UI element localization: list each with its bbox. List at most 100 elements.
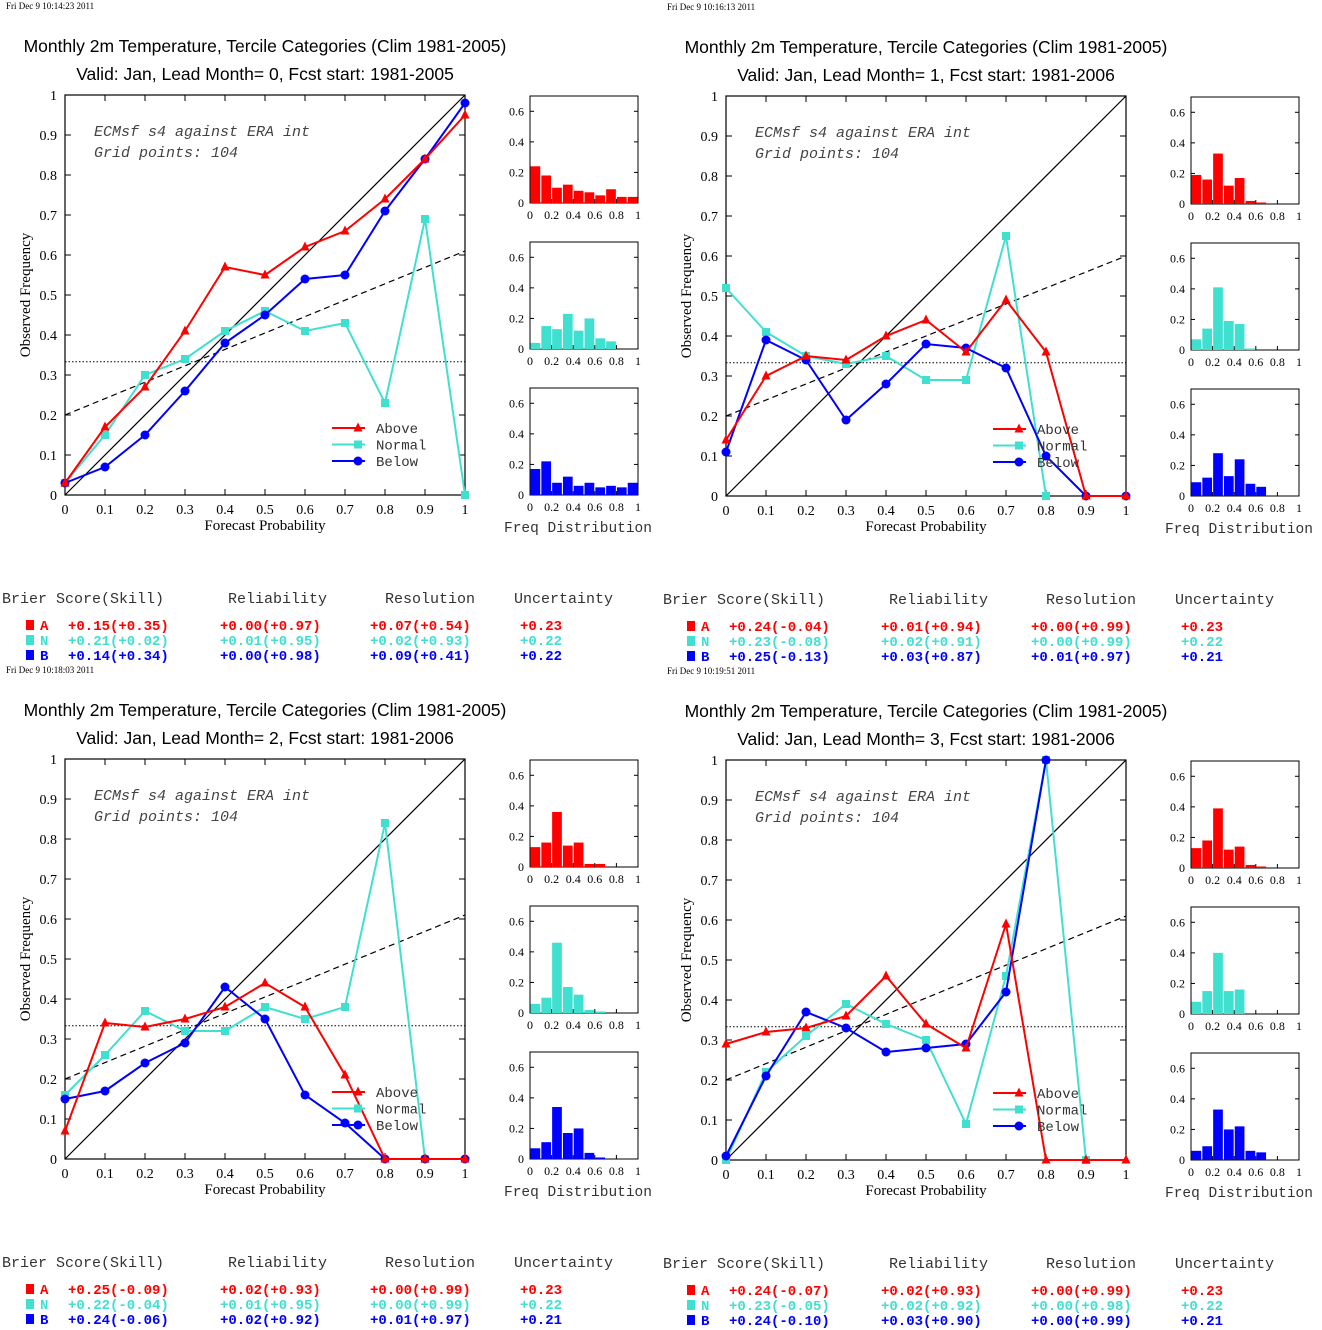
data-point-triangle <box>961 1042 971 1052</box>
x-tick-label: 0.6 <box>296 503 314 518</box>
hist-x-tick-label: 0.8 <box>609 1164 624 1178</box>
hist-x-tick-label: 0.4 <box>566 500 581 514</box>
timestamp: Fri Dec 9 10:14:23 2011 <box>6 1 94 11</box>
x-tick-label: 0.9 <box>1077 504 1095 519</box>
data-point-square <box>802 1032 810 1040</box>
score-value: +0.02(+0.93) <box>881 1284 982 1300</box>
data-point-circle <box>380 206 390 216</box>
score-swatch <box>26 1284 34 1294</box>
hist-x-tick-label: 0 <box>1188 1165 1194 1179</box>
score-value: +0.00(+0.99) <box>370 1298 471 1314</box>
data-point-triangle <box>60 477 70 487</box>
data-point-triangle <box>140 1021 150 1031</box>
data-point-square <box>261 1003 269 1011</box>
hist-y-tick-label: 0.6 <box>509 768 524 782</box>
legend-label: Normal <box>376 1103 426 1119</box>
score-value: +0.23 <box>520 1283 562 1299</box>
x-tick-label: 0.9 <box>416 1167 434 1182</box>
x-tick-label: 0 <box>62 503 69 518</box>
histogram-bar <box>1191 174 1202 204</box>
hist-x-tick-label: 0.2 <box>544 354 559 368</box>
x-axis-label: Forecast Probability <box>204 1182 326 1198</box>
data-point-triangle <box>1081 1154 1091 1164</box>
hist-x-tick-label: 0.4 <box>1227 873 1242 887</box>
histogram-bar <box>627 196 638 203</box>
score-value: +0.00(+0.99) <box>1031 635 1132 651</box>
x-tick-label: 0.4 <box>216 503 234 518</box>
hist-x-tick-label: 0.8 <box>609 872 624 886</box>
reliability-panel: Fri Dec 9 10:18:03 2011 Monthly 2m Temper… <box>2 665 652 1329</box>
histogram-bar <box>595 487 606 495</box>
hist-y-tick-label: 0 <box>518 488 524 502</box>
score-header: Uncertainty <box>514 591 613 608</box>
score-value: +0.14(+0.34) <box>68 649 169 665</box>
freq-distribution: 0 0.2 0.4 0.6 0 0.2 0.4 0.6 0.8 1 0 0.2 0.4 0.6 0 0.2 0.… <box>1165 96 1313 538</box>
data-point-circle <box>761 1071 771 1081</box>
data-point-triangle <box>380 1153 390 1163</box>
histogram-bar <box>1223 1129 1234 1160</box>
data-point-square <box>922 1036 930 1044</box>
legend-label: Above <box>1037 423 1079 439</box>
y-tick-label: 1 <box>50 753 57 768</box>
reliability-panel: Fri Dec 9 10:19:51 2011 Monthly 2m Temper… <box>663 666 1313 1330</box>
histogram-bar <box>562 987 573 1013</box>
hist-x-tick-label: 0.2 <box>544 872 559 886</box>
score-code: N <box>701 635 709 651</box>
histogram-bar <box>573 994 584 1013</box>
x-tick-label: 0 <box>62 1167 69 1182</box>
hist-x-tick-label: 0.2 <box>1205 1165 1220 1179</box>
score-header: Brier Score(Skill) <box>663 1256 825 1273</box>
timestamp: Fri Dec 9 10:19:51 2011 <box>667 666 755 676</box>
score-value: +0.01(+0.95) <box>220 1298 321 1314</box>
score-value: +0.22(-0.04) <box>68 1298 169 1314</box>
series-line <box>64 822 426 1160</box>
y-tick-label: 0.3 <box>701 370 719 385</box>
score-value: +0.03(+0.90) <box>881 1314 982 1330</box>
score-value: +0.01(+0.97) <box>370 1313 471 1329</box>
legend-label: Above <box>1037 1087 1079 1103</box>
data-point-square <box>882 1020 890 1028</box>
hist-x-tick-label: 0.2 <box>1205 1019 1220 1033</box>
score-swatch <box>687 1315 695 1325</box>
hist-y-tick-label: 0.6 <box>1170 1061 1185 1075</box>
histogram-bar <box>584 1009 595 1013</box>
score-value: +0.24(-0.06) <box>68 1313 169 1329</box>
data-point-circle <box>260 1014 270 1024</box>
hist-y-tick-label: 0.6 <box>1170 915 1185 929</box>
hist-y-tick-label: 0.2 <box>509 1121 524 1135</box>
data-point-triangle <box>100 1017 110 1027</box>
hist-x-tick-label: 0 <box>527 872 533 886</box>
score-swatch <box>687 636 695 646</box>
score-value: +0.00(+0.99) <box>1031 1314 1132 1330</box>
chart-subtitle: Valid: Jan, Lead Month= 3, Fcst start: 1… <box>737 729 1115 749</box>
y-tick-label: 0.9 <box>40 129 58 144</box>
hist-y-tick-label: 0.2 <box>1170 458 1185 472</box>
x-tick-label: 0.9 <box>1077 1168 1095 1183</box>
data-point-triangle <box>300 241 310 251</box>
y-axis-label: Observed Frequency <box>18 232 34 357</box>
hist-x-tick-label: 0.6 <box>1248 1165 1263 1179</box>
hist-x-tick-label: 0.6 <box>1248 1019 1263 1033</box>
histogram-bar <box>1191 482 1202 496</box>
histogram-bar <box>573 842 584 867</box>
data-point-square <box>1002 972 1010 980</box>
score-value: +0.24(-0.07) <box>729 1284 830 1300</box>
data-point-square <box>1015 441 1023 450</box>
hist-y-tick-label: 0.4 <box>1170 136 1185 150</box>
score-code: B <box>701 1314 710 1330</box>
data-point-circle <box>841 415 851 425</box>
chart-title: Monthly 2m Temperature, Tercile Categori… <box>685 37 1168 57</box>
data-point-circle <box>100 462 110 472</box>
score-header: Resolution <box>1046 592 1136 609</box>
x-tick-label: 0.1 <box>96 1167 114 1182</box>
histogram-bar <box>1223 320 1234 350</box>
score-table: Brier Score(Skill) Reliability Resolution U… <box>2 1255 613 1329</box>
data-point-square <box>221 327 229 335</box>
data-point-square <box>141 1007 149 1015</box>
y-tick-label: 0.8 <box>701 170 719 185</box>
histogram-bar <box>606 485 616 495</box>
hist-y-tick-label: 0 <box>518 196 524 210</box>
reliability-panel: Fri Dec 9 10:14:23 2011 Monthly 2m Temper… <box>2 1 652 665</box>
series-normal <box>61 819 429 1163</box>
x-tick-label: 0.4 <box>877 504 895 519</box>
